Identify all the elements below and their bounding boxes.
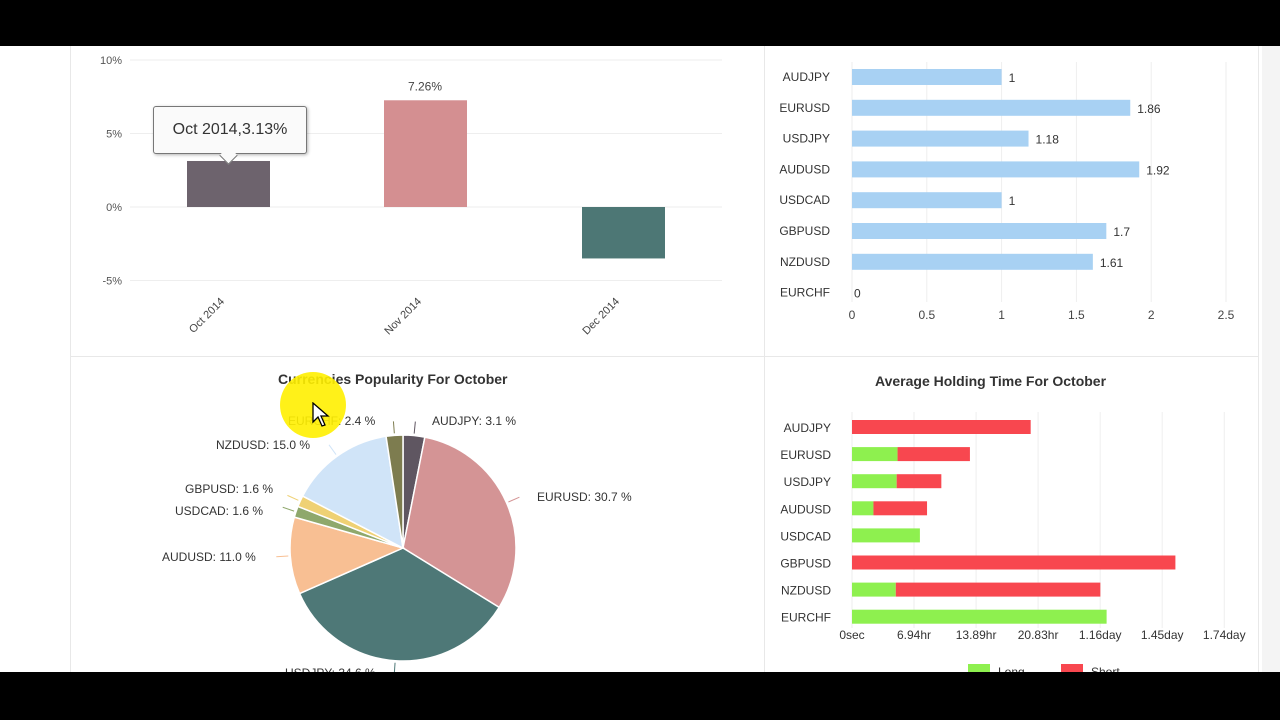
bar-long-audusd [852,501,874,516]
y-category-label: NZDUSD [781,584,831,598]
bar-data-label: 7.26% [408,79,442,93]
x-tick-label: 0sec [839,628,864,642]
x-tick-label: 0.5 [918,308,935,322]
y-category-label: EURCHF [780,286,830,300]
y-category-label: EURUSD [780,448,831,462]
x-tick-label: 2 [1148,308,1155,322]
pie-connector [282,506,295,512]
pie-slice-usdjpy [298,547,501,662]
bar-short-audusd [873,501,928,516]
pie-connector [328,444,337,455]
bar-long-eurchf [852,609,1107,624]
bar-data-label: 0 [854,287,861,301]
pie-label-nzdusd: NZDUSD: 15.0 % [216,438,311,452]
x-tick-label: 1.16day [1079,628,1122,642]
y-category-label: EURCHF [781,611,831,625]
y-category-label: USDJPY [783,132,830,146]
bar-data-label: 1.86 [1137,102,1161,116]
x-tick-label: 13.89hr [956,628,997,642]
bar-long-usdjpy [852,474,897,489]
x-tick-label: 1.45day [1141,628,1184,642]
holding-chart-title: Average Holding Time For October [875,373,1107,389]
x-tick-label: 0 [849,308,856,322]
bar-data-label: 1 [1009,194,1016,208]
bottom-letterbox [0,672,1280,720]
y-category-label: EURUSD [779,101,830,115]
x-tick-label: 2.5 [1218,308,1235,322]
pie-label-audjpy: AUDJPY: 3.1 % [432,414,517,428]
pie-connector [413,421,416,434]
x-tick-label: 20.83hr [1018,628,1059,642]
y-tick-label: 10% [100,55,122,67]
pie-connector [508,496,520,503]
pie-connector [392,421,395,434]
legend-swatch-long [968,664,990,674]
bar-long-nzdusd [852,582,896,597]
pie-label-usdcad: USDCAD: 1.6 % [175,504,264,518]
pie-slice-audusd [289,516,406,595]
y-tick-label: 5% [106,129,122,141]
bar-short-usdjpy [896,474,942,489]
bar-audjpy [852,69,1002,85]
bar-short-eurusd [897,447,970,462]
holding-time-panel [764,357,1259,672]
pie-connector [276,555,289,558]
y-category-label: GBPUSD [779,224,830,238]
x-tick-label: 1 [998,308,1005,322]
x-tick-label: 1.5 [1068,308,1085,322]
x-tick-label: 6.94hr [897,628,931,642]
pie-label-gbpusd: GBPUSD: 1.6 % [185,482,274,496]
bar-usdcad [852,192,1002,209]
y-category-label: AUDUSD [780,502,831,516]
bar-data-label: 1.18 [1036,133,1060,147]
scrollbar[interactable] [1262,46,1280,672]
y-category-label: GBPUSD [780,557,831,571]
bar-usdjpy [852,130,1029,147]
bar-short-gbpusd [852,555,1176,570]
y-tick-label: 0% [106,202,122,214]
y-category-label: AUDJPY [783,70,830,84]
monthly-return-panel [70,46,765,357]
bar-data-label: 1.7 [1113,225,1130,239]
y-category-label: USDJPY [784,475,831,489]
y-category-label: USDCAD [779,193,830,207]
y-category-label: USDCAD [780,529,831,543]
pie-label-eurusd: EURUSD: 30.7 % [537,490,632,504]
pie-label-audusd: AUDUSD: 11.0 % [162,550,256,564]
pie-connector [287,494,299,501]
pie-slice-nzdusd [301,435,404,550]
y-category-label: AUDUSD [779,162,830,176]
chart-tooltip: Oct 2014,3.13% [153,106,307,154]
bar-long-eurusd [852,447,898,462]
popularity-panel [70,357,765,672]
bar-nov-2014 [384,100,467,207]
bar-audusd [852,161,1140,178]
legend-swatch-short [1061,664,1083,674]
bar-eurusd [852,99,1131,116]
x-tick-label: Oct 2014 [187,296,227,336]
mouse-pointer-icon [312,402,330,427]
bar-short-nzdusd [895,582,1101,597]
bar-long-usdcad [852,528,920,543]
bar-oct-2014 [187,160,270,207]
y-category-label: NZDUSD [780,255,830,269]
bar-short-audjpy [852,420,1031,434]
bar-gbpusd [852,223,1107,239]
y-category-label: AUDJPY [784,421,831,435]
ratio-panel [764,46,1259,357]
pie-slice-eurchf [385,434,404,549]
bar-data-label: 1.92 [1146,163,1170,177]
bar-nzdusd [852,253,1093,270]
bar-data-label: 1.61 [1100,256,1124,270]
x-tick-label: Nov 2014 [382,296,424,338]
bar-data-label: 1 [1009,71,1016,85]
bar-dec-2014 [582,207,665,259]
x-tick-label: 1.74day [1203,628,1246,642]
y-tick-label: -5% [102,276,122,288]
x-tick-label: Dec 2014 [580,296,622,338]
